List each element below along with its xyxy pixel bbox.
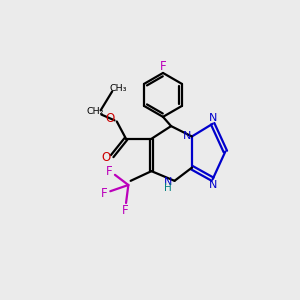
- Text: CH₃: CH₃: [109, 84, 127, 93]
- Text: H: H: [164, 183, 172, 193]
- Text: F: F: [106, 165, 113, 178]
- Text: F: F: [160, 60, 166, 73]
- Text: N: N: [164, 177, 172, 187]
- Text: CH₂: CH₂: [87, 107, 104, 116]
- Text: O: O: [106, 112, 115, 125]
- Text: F: F: [101, 187, 107, 200]
- Text: O: O: [101, 151, 110, 164]
- Text: F: F: [122, 204, 128, 218]
- Text: N: N: [209, 181, 217, 190]
- Text: N: N: [209, 113, 217, 123]
- Text: N: N: [183, 131, 191, 141]
